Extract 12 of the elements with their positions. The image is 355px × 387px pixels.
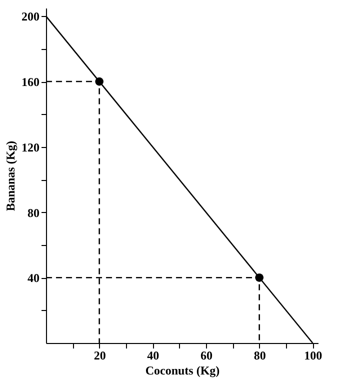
y-tick-label: 120 <box>22 140 40 154</box>
y-tick-label: 80 <box>28 206 40 220</box>
x-tick-label: 20 <box>94 348 106 362</box>
y-tick-label: 40 <box>28 271 40 286</box>
y-axis-title: Bananas (Kg) <box>4 140 18 212</box>
x-tick-label: 100 <box>304 348 322 362</box>
x-tick-label: 80 <box>254 348 266 362</box>
x-tick-label: 40 <box>147 348 160 362</box>
x-axis-title: Coconuts (Kg) <box>145 364 220 378</box>
y-tick-label: 160 <box>22 75 40 90</box>
x-tick-label: 60 <box>200 348 212 362</box>
y-tick-label: 200 <box>22 10 40 24</box>
